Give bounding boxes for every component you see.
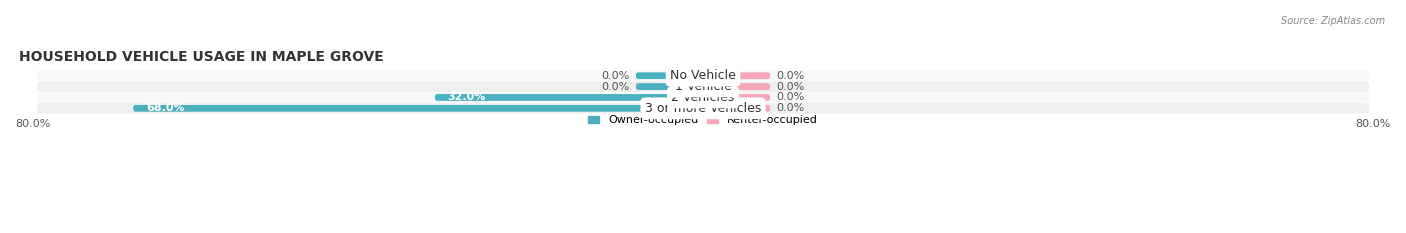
Text: 0.0%: 0.0%	[600, 82, 630, 92]
Text: 0.0%: 0.0%	[600, 71, 630, 81]
Text: HOUSEHOLD VEHICLE USAGE IN MAPLE GROVE: HOUSEHOLD VEHICLE USAGE IN MAPLE GROVE	[20, 50, 384, 64]
Text: No Vehicle: No Vehicle	[671, 69, 735, 82]
Text: 0.0%: 0.0%	[776, 82, 806, 92]
Text: 32.0%: 32.0%	[447, 93, 486, 103]
FancyBboxPatch shape	[37, 81, 1369, 92]
FancyBboxPatch shape	[37, 103, 1369, 113]
Text: 3 or more Vehicles: 3 or more Vehicles	[645, 102, 761, 115]
Text: 0.0%: 0.0%	[776, 93, 806, 103]
FancyBboxPatch shape	[37, 92, 1369, 103]
FancyBboxPatch shape	[703, 94, 770, 101]
FancyBboxPatch shape	[134, 105, 703, 112]
FancyBboxPatch shape	[703, 72, 770, 79]
FancyBboxPatch shape	[703, 83, 770, 90]
Text: 68.0%: 68.0%	[146, 103, 184, 113]
Text: Source: ZipAtlas.com: Source: ZipAtlas.com	[1281, 16, 1385, 26]
Text: 0.0%: 0.0%	[776, 103, 806, 113]
Text: 2 Vehicles: 2 Vehicles	[672, 91, 734, 104]
FancyBboxPatch shape	[37, 70, 1369, 81]
FancyBboxPatch shape	[434, 94, 703, 101]
Text: 0.0%: 0.0%	[776, 71, 806, 81]
FancyBboxPatch shape	[703, 105, 770, 112]
FancyBboxPatch shape	[636, 72, 703, 79]
Text: 1 Vehicle: 1 Vehicle	[675, 80, 731, 93]
FancyBboxPatch shape	[636, 83, 703, 90]
Legend: Owner-occupied, Renter-occupied: Owner-occupied, Renter-occupied	[583, 111, 823, 130]
